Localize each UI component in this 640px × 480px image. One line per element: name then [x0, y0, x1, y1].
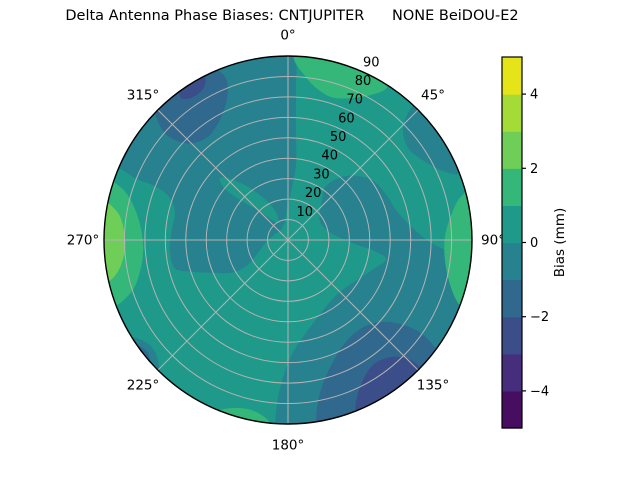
colorbar-tick-label--2: −2 — [530, 310, 549, 325]
radial-tick-label-60: 60 — [338, 111, 355, 126]
colorbar-band-7 — [502, 131, 522, 169]
radial-tick-label-90: 90 — [363, 55, 380, 70]
angular-tick-label-45: 45° — [421, 88, 445, 104]
radial-tick-label-70: 70 — [346, 93, 363, 108]
radial-tick-label-30: 30 — [313, 167, 330, 182]
angular-tick-label-135: 135° — [417, 378, 450, 394]
colorbar-band-4 — [502, 242, 522, 281]
radial-tick-label-80: 80 — [355, 74, 372, 89]
colorbar-band-3 — [502, 279, 522, 318]
colorbar-band-8 — [502, 94, 522, 132]
colorbar-tick-label--4: −4 — [530, 384, 549, 399]
polar-grid — [104, 56, 472, 424]
angular-tick-label-270: 270° — [67, 233, 100, 249]
colorbar-band-9 — [502, 57, 522, 95]
radial-tick-label-20: 20 — [305, 186, 322, 201]
colorbar-band-5 — [502, 205, 522, 244]
colorbar-band-1 — [502, 353, 522, 392]
grid-spoke-45 — [287, 109, 419, 241]
colorbar-band-6 — [502, 168, 522, 206]
radial-tick-label-40: 40 — [321, 149, 338, 164]
angular-tick-label-90: 90° — [481, 233, 505, 249]
colorbar: 4 2 0 −2 −4 Bias (mm) — [501, 56, 568, 429]
colorbar-band-2 — [502, 316, 522, 355]
grid-spoke-315 — [157, 109, 289, 241]
chart-title: Delta Antenna Phase Biases: CNTJUPITER N… — [65, 8, 519, 24]
radial-tick-label-50: 50 — [330, 130, 347, 145]
angular-tick-label-315: 315° — [127, 88, 160, 104]
contour-region-west-center-gap — [219, 177, 279, 223]
radial-tick-label-10: 10 — [297, 205, 314, 220]
colorbar-band-0 — [502, 390, 522, 429]
angular-tick-label-225: 225° — [127, 378, 160, 394]
colorbar-tick-label-2: 2 — [530, 162, 538, 177]
angular-tick-label-0: 0° — [280, 28, 295, 44]
colorbar-tick-label-0: 0 — [530, 236, 538, 251]
grid-spoke-225 — [157, 239, 289, 371]
polar-outline — [103, 55, 473, 425]
contour-region-east-green — [444, 188, 472, 314]
grid-spoke-135 — [287, 239, 419, 371]
colorbar-axis-label: Bias (mm) — [552, 208, 568, 277]
angular-tick-label-180: 180° — [272, 438, 305, 454]
colorbar-tick-label-4: 4 — [530, 88, 538, 103]
